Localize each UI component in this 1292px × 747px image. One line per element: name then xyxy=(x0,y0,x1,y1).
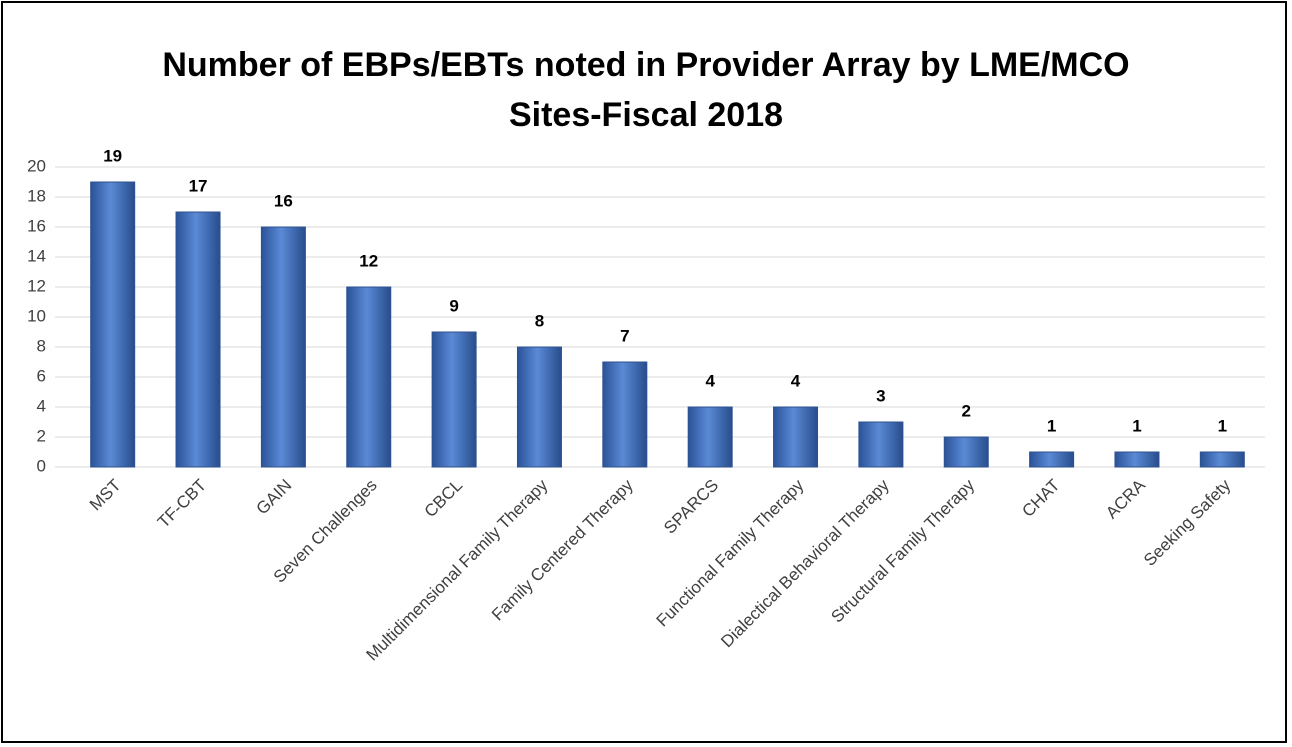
x-tick-label: GAIN xyxy=(253,476,296,519)
bar xyxy=(260,226,306,468)
bar xyxy=(516,346,562,468)
data-label: 2 xyxy=(962,401,971,420)
x-tick-label: Family Centered Therapy xyxy=(488,475,637,624)
x-tick-label: Multidimensional Family Therapy xyxy=(363,475,552,664)
y-tick-label: 4 xyxy=(37,396,46,415)
x-tick-label: ACRA xyxy=(1102,475,1149,522)
data-label: 4 xyxy=(791,371,801,390)
bar xyxy=(1029,451,1075,468)
data-label: 12 xyxy=(359,251,378,270)
y-tick-label: 0 xyxy=(37,456,46,475)
bar xyxy=(858,421,904,468)
data-label: 9 xyxy=(449,296,458,315)
bar xyxy=(602,361,648,468)
x-tick-label: Seeking Safety xyxy=(1140,475,1235,570)
data-label: 1 xyxy=(1132,416,1141,435)
bar xyxy=(1114,451,1160,468)
y-tick-label: 14 xyxy=(27,246,46,265)
bar xyxy=(773,406,819,468)
x-tick-label: Dialectical Behavioral Therapy xyxy=(717,475,893,651)
y-tick-label: 16 xyxy=(27,216,46,235)
x-tick-label: TF-CBT xyxy=(154,476,210,532)
data-label: 16 xyxy=(274,191,293,210)
data-label: 7 xyxy=(620,326,629,345)
bar xyxy=(943,436,989,468)
x-tick-label: Functional Family Therapy xyxy=(653,475,808,630)
x-tick-label: SPARCS xyxy=(660,476,722,538)
data-label: 8 xyxy=(535,311,544,330)
bar xyxy=(175,211,221,468)
y-tick-label: 20 xyxy=(27,156,46,175)
bar xyxy=(346,286,392,468)
y-tick-label: 6 xyxy=(37,366,46,385)
y-tick-label: 12 xyxy=(27,276,46,295)
x-tick-label: MST xyxy=(86,476,125,515)
chart-title: Number of EBPs/EBTs noted in Provider Ar… xyxy=(162,46,1130,134)
data-label: 17 xyxy=(189,176,208,195)
data-label: 19 xyxy=(103,146,122,165)
bar xyxy=(687,406,733,468)
data-label: 1 xyxy=(1047,416,1056,435)
bar xyxy=(90,181,136,468)
bar xyxy=(431,331,477,468)
y-tick-label: 18 xyxy=(27,186,46,205)
data-label: 1 xyxy=(1218,416,1227,435)
y-tick-label: 8 xyxy=(37,336,46,355)
x-tick-label: Structural Family Therapy xyxy=(827,475,978,626)
x-tick-label: CBCL xyxy=(421,476,467,522)
data-label: 3 xyxy=(876,386,885,405)
bar xyxy=(1199,451,1245,468)
x-tick-label: CHAT xyxy=(1018,476,1063,521)
y-tick-label: 10 xyxy=(27,306,46,325)
data-label: 4 xyxy=(705,371,715,390)
y-tick-label: 2 xyxy=(37,426,46,445)
